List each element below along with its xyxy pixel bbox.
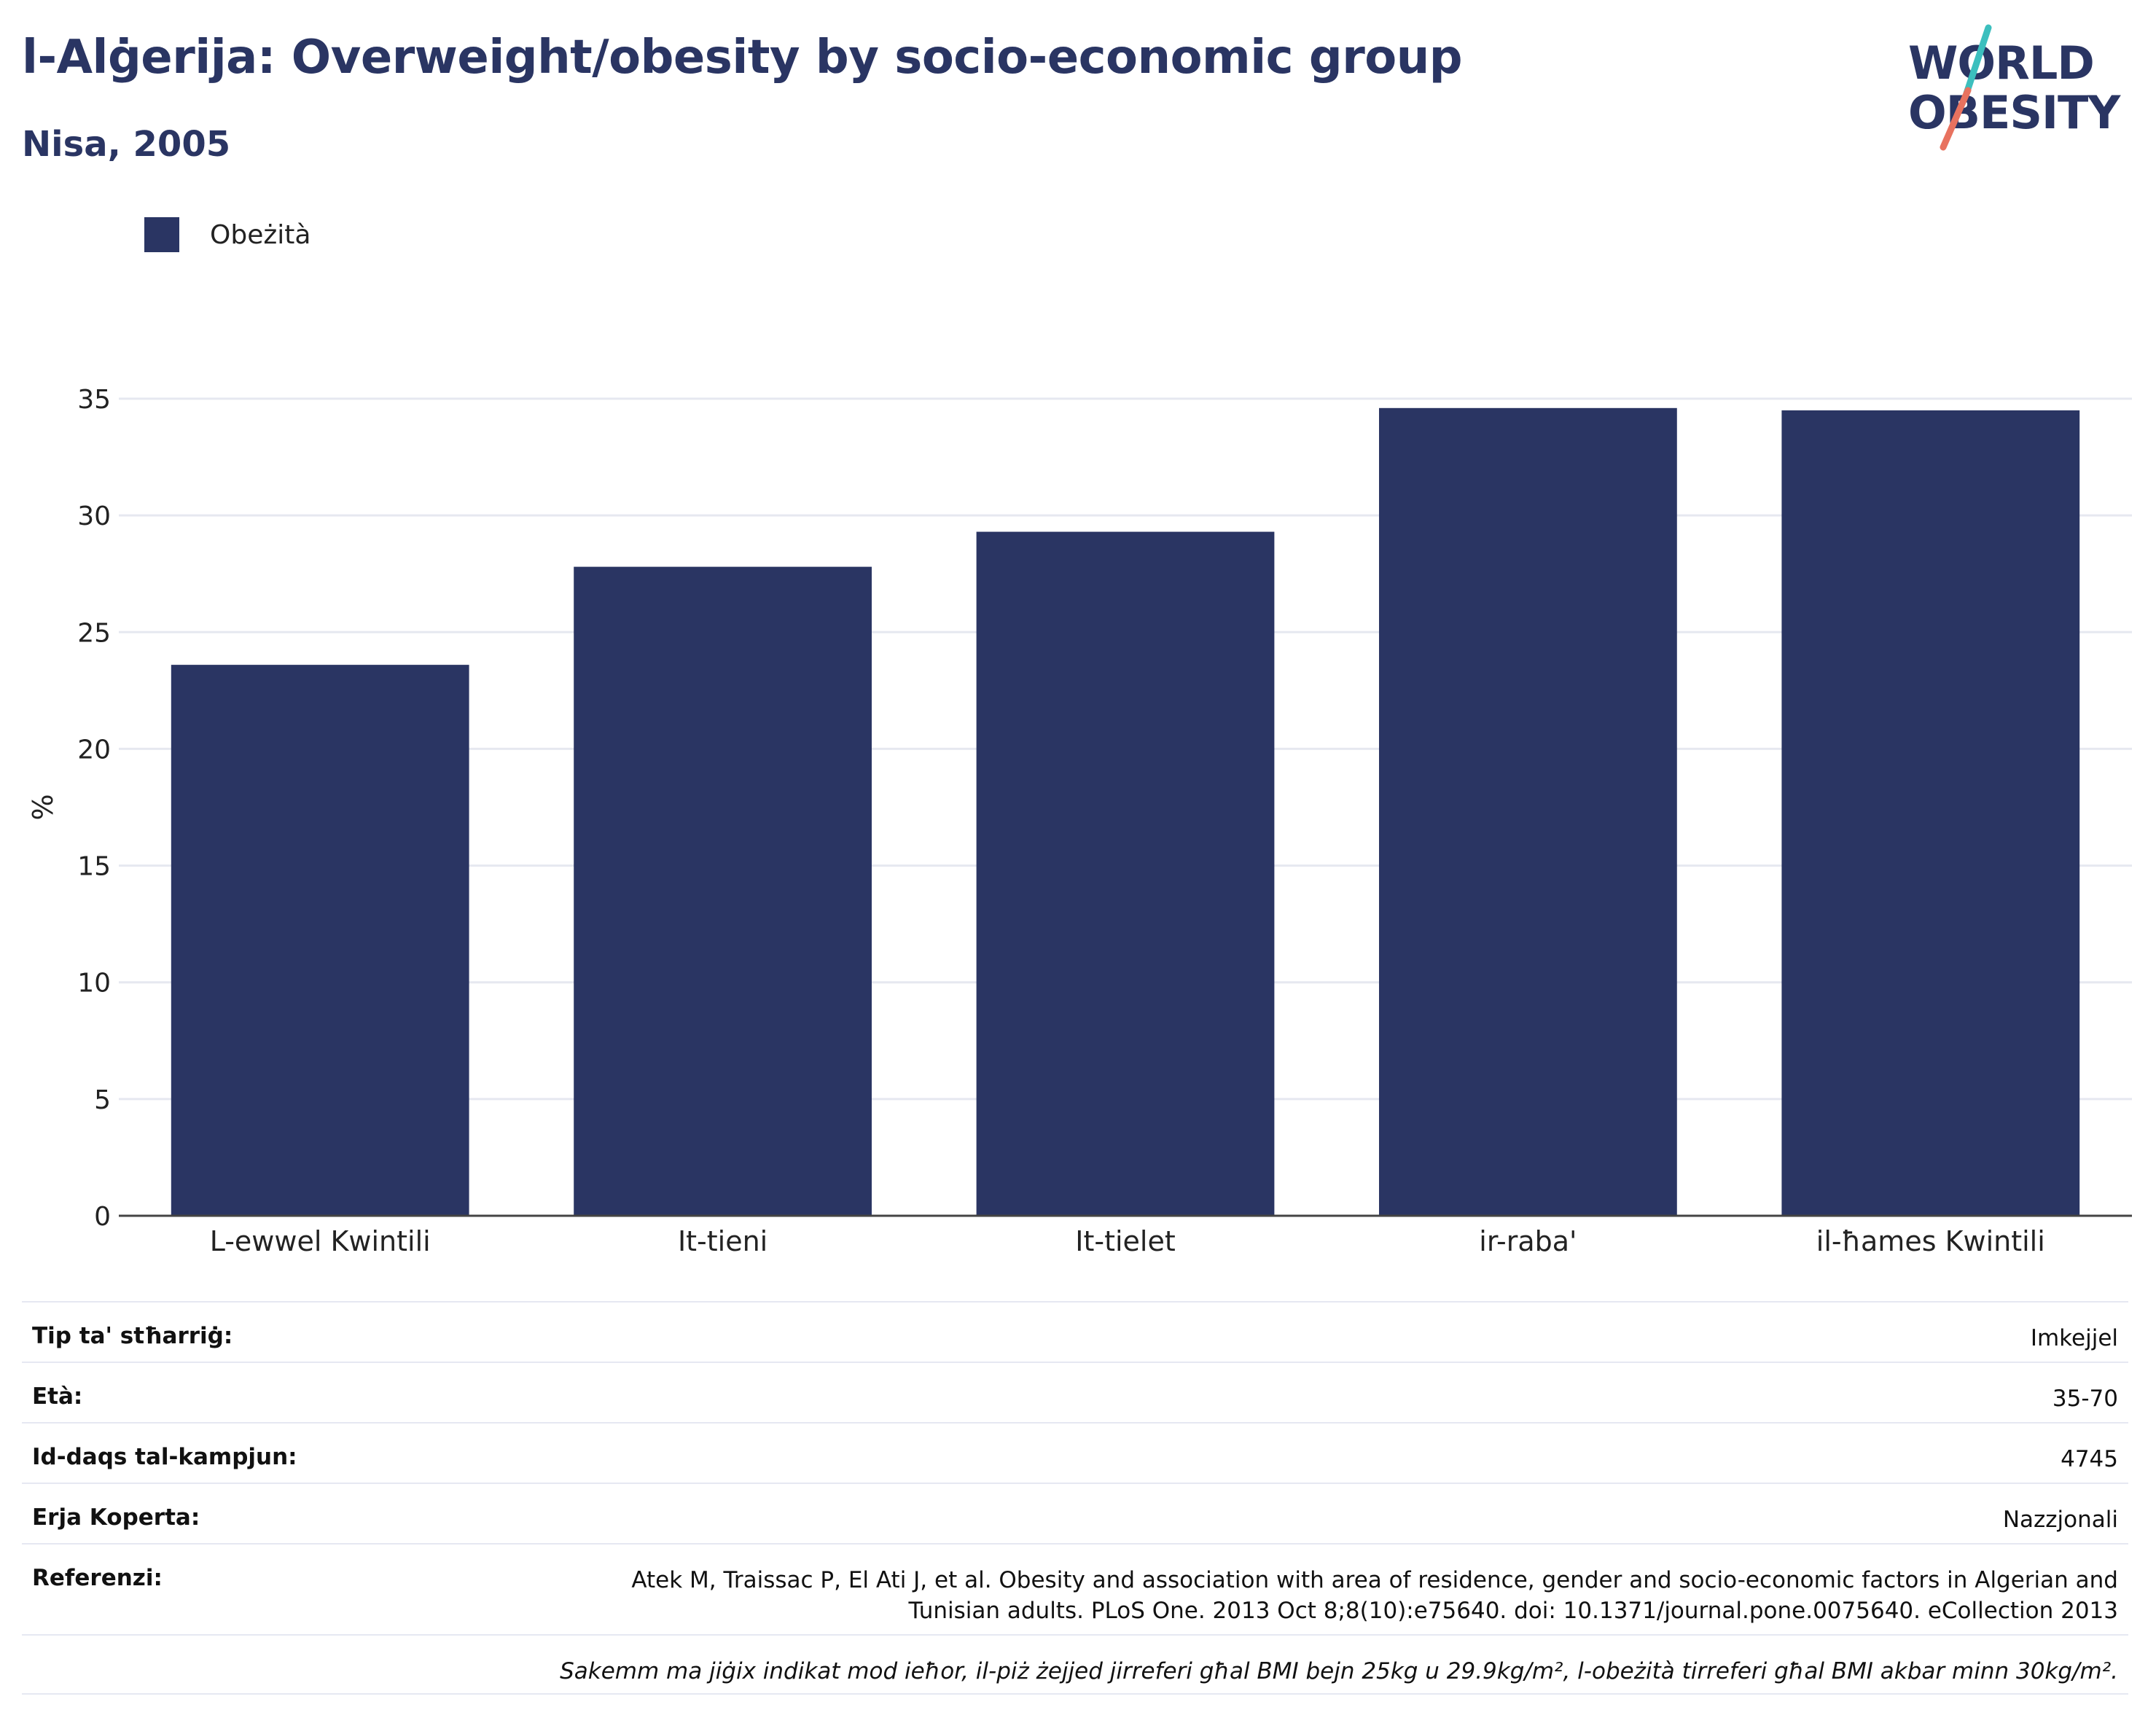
- info-value: Nazzjonali: [2002, 1507, 2118, 1533]
- x-tick-label: It-tieni: [678, 1225, 768, 1257]
- info-row-sample-size: Id-daqs tal-kampjun: 4745: [22, 1422, 2128, 1483]
- info-label: Tip ta' stħarriġ:: [32, 1323, 233, 1349]
- info-value: 4745: [2061, 1446, 2118, 1472]
- reference-line-1: Atek M, Traissac P, El Ati J, et al. Obe…: [631, 1567, 2118, 1593]
- world-obesity-logo: WORLD OBESITY: [1895, 22, 2143, 153]
- logo-slash-icon: [1940, 24, 1992, 151]
- y-tick-label: 20: [77, 735, 111, 765]
- x-tick-label: L-ewwel Kwintili: [210, 1225, 431, 1257]
- chart-title: l-Alġerija: Overweight/obesity by socio-…: [22, 31, 1463, 85]
- info-label: Id-daqs tal-kampjun:: [32, 1444, 297, 1470]
- bar: [976, 531, 1275, 1216]
- logo-line-1: WORLD: [1908, 36, 2095, 90]
- x-tick-label: il-ħames Kwintili: [1816, 1225, 2045, 1257]
- reference-line-2: Tunisian adults. PLoS One. 2013 Oct 8;8(…: [908, 1598, 2118, 1624]
- y-tick-label: 30: [77, 501, 111, 531]
- reference-text: Atek M, Traissac P, El Ati J, et al. Obe…: [515, 1565, 2118, 1626]
- logo-line-2: OBESITY: [1908, 86, 2120, 139]
- chart-subtitle: Nisa, 2005: [22, 124, 231, 165]
- info-label: Età:: [32, 1383, 83, 1410]
- info-row-age: Età: 35-70: [22, 1362, 2128, 1422]
- bar: [1379, 407, 1677, 1216]
- bar-chart: 0 5 10 15 20 25 30 35% L-ewwel Kwintili It-tieni I…: [27, 385, 2132, 1257]
- y-axis-label: %: [27, 794, 59, 820]
- bar: [574, 566, 872, 1216]
- info-row-area-covered: Erja Koperta: Nazzjonali: [22, 1483, 2128, 1543]
- bar: [1781, 410, 2080, 1216]
- legend-swatch-obesity: [144, 217, 179, 252]
- x-tick-label: It-tielet: [1075, 1225, 1176, 1257]
- y-tick-label: 25: [77, 618, 111, 648]
- bar: [171, 665, 469, 1216]
- info-value: 35-70: [2052, 1386, 2118, 1412]
- info-row-references: Referenzi: Atek M, Traissac P, El Ati J,…: [22, 1543, 2128, 1634]
- info-value: Imkejjel: [2030, 1325, 2118, 1351]
- info-table: Tip ta' stħarriġ: Imkejjel Età: 35-70 Id…: [22, 1301, 2128, 1695]
- y-tick-label: 5: [94, 1085, 111, 1115]
- definition-note: Sakemm ma jiġix indikat mod ieħor, il-pi…: [560, 1658, 2118, 1684]
- y-tick-label: 0: [94, 1202, 111, 1232]
- legend-label-obesity: Obeżità: [210, 219, 311, 250]
- x-tick-label: ir-raba': [1479, 1225, 1577, 1257]
- info-row-survey-type: Tip ta' stħarriġ: Imkejjel: [22, 1301, 2128, 1362]
- info-label: Referenzi:: [32, 1565, 163, 1591]
- y-tick-label: 15: [77, 852, 111, 882]
- y-tick-label: 10: [77, 969, 111, 999]
- info-label: Erja Koperta:: [32, 1504, 200, 1531]
- info-row-note: Sakemm ma jiġix indikat mod ieħor, il-pi…: [22, 1634, 2128, 1695]
- y-tick-label: 35: [77, 385, 111, 415]
- legend: Obeżità: [144, 217, 310, 252]
